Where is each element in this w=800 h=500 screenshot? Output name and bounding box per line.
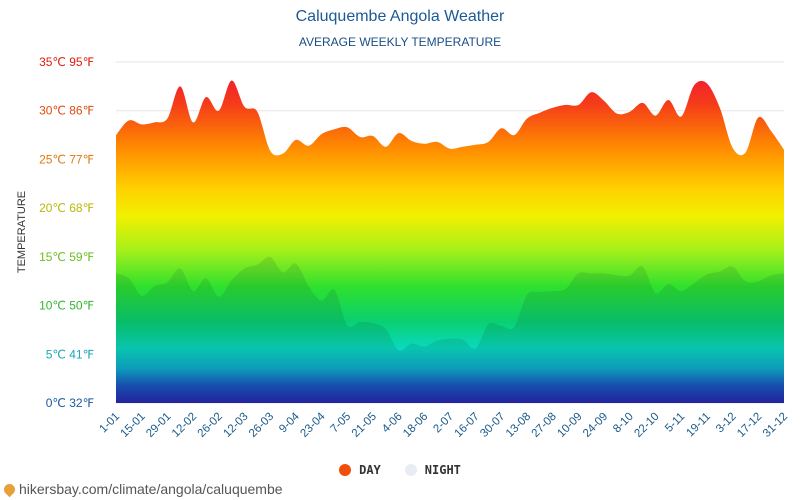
x-tick-label: 13-08 xyxy=(504,411,533,440)
chart-title: Caluquembe Angola Weather xyxy=(295,8,505,25)
y-axis-ticks: 0℃ 32℉ 5℃ 41℉ 10℃ 50℉ 15℃ 59℉ 20℃ 68℉ 25℃ 77℉… xyxy=(39,55,94,410)
x-tick-label: 27-08 xyxy=(530,411,559,440)
x-tick-label: 26-02 xyxy=(196,411,225,440)
chart-subtitle: AVERAGE WEEKLY TEMPERATURE xyxy=(298,35,502,49)
y-axis-label: TEMPERATURE xyxy=(16,191,28,273)
legend-night-label: NIGHT xyxy=(424,463,461,477)
x-tick-label: 18-06 xyxy=(401,411,430,440)
y-tick-label: 20℃ 68℉ xyxy=(39,201,94,215)
y-tick-label: 25℃ 77℉ xyxy=(39,152,94,166)
x-tick-label: 24-09 xyxy=(581,411,610,440)
footer-link[interactable]: hikersbay.com/climate/angola/caluquembe xyxy=(1,481,283,497)
x-tick-label: 30-07 xyxy=(478,411,507,440)
x-tick-label: 12-03 xyxy=(221,411,250,440)
x-tick-label: 19-11 xyxy=(684,411,713,440)
x-tick-label: 12-02 xyxy=(170,411,199,440)
x-tick-label: 17-12 xyxy=(735,411,764,440)
x-tick-label: 26-03 xyxy=(247,411,276,440)
legend-day-label: DAY xyxy=(359,463,381,477)
x-tick-label: 23-04 xyxy=(298,410,328,440)
x-tick-label: 22-10 xyxy=(632,411,661,440)
x-tick-label: 21-05 xyxy=(350,411,379,440)
y-tick-label: 15℃ 59℉ xyxy=(39,250,94,264)
x-tick-label: 10-09 xyxy=(555,411,584,440)
legend: DAY NIGHT xyxy=(0,463,800,477)
y-tick-label: 10℃ 50℉ xyxy=(39,299,94,313)
x-tick-label: 29-01 xyxy=(144,411,173,440)
x-tick-label: 16-07 xyxy=(453,411,482,440)
legend-item-day[interactable]: DAY xyxy=(339,463,381,477)
y-tick-label: 35℃ 95℉ xyxy=(39,55,94,69)
legend-day-swatch xyxy=(339,464,352,476)
x-tick-label: 15-01 xyxy=(119,411,148,440)
y-tick-label: 0℃ 32℉ xyxy=(46,396,94,410)
y-tick-label: 30℃ 86℉ xyxy=(39,104,94,118)
x-tick-label: 31-12 xyxy=(761,411,790,440)
y-tick-label: 5℃ 41℉ xyxy=(46,347,94,361)
footer-text: hikersbay.com/climate/angola/caluquembe xyxy=(19,481,283,497)
legend-night-swatch xyxy=(404,464,417,476)
map-pin-icon xyxy=(1,481,18,497)
night-area xyxy=(116,256,784,403)
legend-item-night[interactable]: NIGHT xyxy=(404,463,461,477)
